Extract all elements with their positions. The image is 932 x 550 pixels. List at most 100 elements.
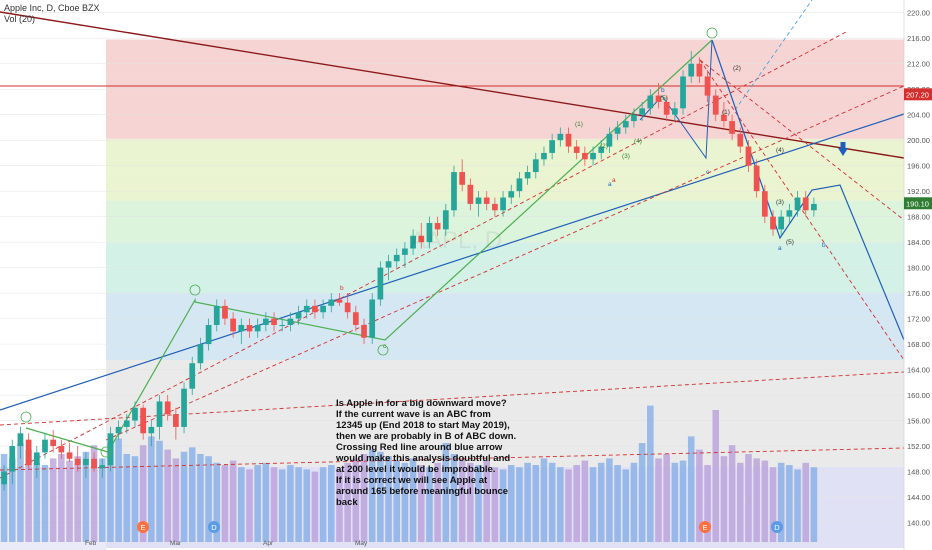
candle-body <box>148 426 155 434</box>
event-marker: D <box>211 523 217 532</box>
volume-bar <box>622 469 630 542</box>
volume-bar <box>434 462 441 542</box>
candle-body <box>631 114 637 122</box>
volume-bar <box>475 465 482 542</box>
candle-body <box>500 197 506 211</box>
fib-zone <box>106 174 904 201</box>
volume-bar <box>17 443 24 542</box>
volume-bar <box>33 462 41 542</box>
y-tick-label: 160.00 <box>907 391 930 400</box>
volume-bar <box>417 465 425 542</box>
volume-bar <box>246 469 253 542</box>
volume-bar <box>573 465 580 542</box>
candle-body <box>74 458 81 466</box>
wave-label: (1) <box>722 109 730 116</box>
volume-bar <box>589 467 597 542</box>
note-line: would make this analysis doubtful and <box>336 453 511 464</box>
candle-body <box>402 248 408 255</box>
candle-body <box>99 465 106 469</box>
volume-bar <box>507 465 515 542</box>
volume-bar <box>393 460 401 542</box>
wave-label: c <box>383 343 387 350</box>
volume-bar <box>769 467 777 542</box>
y-tick-label: 196.00 <box>907 162 930 171</box>
candle-body <box>541 152 547 160</box>
candle-body <box>66 452 73 459</box>
candle-body <box>802 197 809 211</box>
note-line: Crossing Red line around blue arrow <box>336 442 503 453</box>
volume-bar <box>8 458 16 542</box>
earnings-event-icon <box>699 521 711 533</box>
candle-body <box>205 324 212 345</box>
volume-bar <box>368 449 376 542</box>
volume-bar <box>270 467 278 542</box>
volume-bar <box>287 465 294 542</box>
candle-body <box>524 172 531 179</box>
volume-bar <box>565 469 572 542</box>
volume-bar <box>180 451 188 542</box>
candle-body <box>238 324 245 332</box>
volume-bar <box>98 458 106 542</box>
volume-bar <box>58 454 65 542</box>
event-marker: E <box>140 523 145 532</box>
candle-body <box>271 318 277 325</box>
volume-bar <box>66 460 73 542</box>
volume-bar <box>131 456 139 542</box>
channel-line-mid <box>105 85 905 441</box>
candle-body <box>385 261 392 268</box>
volume-bar <box>720 456 728 542</box>
fib-zone <box>106 360 904 468</box>
candle-body <box>352 312 359 325</box>
wave-circle-icon <box>20 411 32 423</box>
wave-label: (3) <box>776 199 784 206</box>
candle-body <box>467 184 474 204</box>
volume-bar <box>385 456 392 542</box>
volume-bar <box>115 438 122 542</box>
dividend-event-icon <box>771 521 783 533</box>
volume-bar <box>295 467 302 542</box>
candle-body <box>622 121 629 128</box>
volume-bar <box>712 410 720 542</box>
volume-bar <box>139 445 147 542</box>
candle-body <box>295 312 302 319</box>
fan-line-2 <box>699 59 905 221</box>
y-tick-label: 164.00 <box>907 366 930 375</box>
price-label: 190.10 <box>906 199 929 208</box>
candle-body <box>140 407 147 434</box>
volume-bar <box>74 456 81 542</box>
dividend-event-icon <box>208 521 220 533</box>
y-tick-label: 204.00 <box>907 111 930 120</box>
blue-arrow-stem <box>840 142 846 148</box>
candle-body <box>434 223 441 230</box>
wave-label: (3) <box>622 153 630 160</box>
analysis-note: Is Apple in for a big downward move? If t… <box>336 398 586 508</box>
volume-bar <box>810 467 818 542</box>
volume-bar <box>606 458 613 542</box>
candle-body <box>745 146 752 166</box>
candle-body <box>50 439 57 447</box>
volume-bar <box>254 465 261 542</box>
candle-body <box>663 101 670 115</box>
blue-arrow-icon <box>838 148 848 156</box>
candle-body <box>123 420 130 427</box>
candle-body <box>173 414 179 427</box>
volume-bar <box>82 451 90 542</box>
price-label: 207.20 <box>906 90 929 99</box>
volume-bar <box>148 436 155 542</box>
candle-body <box>17 433 24 447</box>
candle-body <box>729 121 735 134</box>
note-line: back <box>336 497 358 508</box>
candle-body <box>328 299 335 306</box>
volume-bar <box>377 451 384 542</box>
volume-bar <box>156 440 163 542</box>
volume-bar <box>687 436 695 542</box>
volume-bar <box>647 405 654 542</box>
candle-body <box>336 299 343 303</box>
candle-body <box>492 203 498 211</box>
volume-bar <box>352 458 360 542</box>
volume-bar <box>90 445 98 542</box>
candle-body <box>361 324 367 338</box>
note-line: at 200 level it would be improbable. <box>336 464 496 475</box>
volume-bar <box>311 471 319 542</box>
